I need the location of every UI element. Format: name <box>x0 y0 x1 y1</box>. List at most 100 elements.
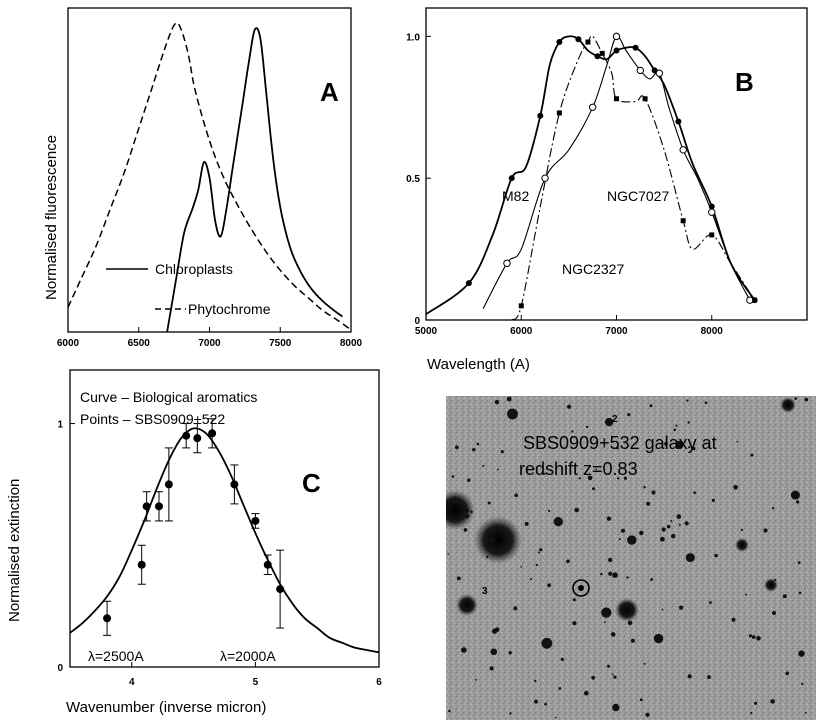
star-dot <box>785 671 789 676</box>
star-dot <box>627 535 637 545</box>
photo-caption-line-1: SBS0909+532 galaxy at <box>523 433 717 453</box>
star-dot <box>623 476 628 480</box>
star-dot <box>494 627 500 632</box>
star-dot <box>626 576 629 579</box>
star-dot <box>509 712 512 715</box>
sbs0909-point <box>208 429 217 438</box>
star-dot <box>530 578 532 580</box>
star-dot <box>467 478 471 482</box>
panel-b-x-label: Wavelength (A) <box>427 356 530 373</box>
star-dot <box>736 440 739 443</box>
star-dot <box>804 711 807 714</box>
star-dot <box>798 591 802 595</box>
star-dot <box>754 701 758 705</box>
star-dot <box>455 445 459 450</box>
star-dot <box>731 617 736 622</box>
star-dot <box>687 421 690 424</box>
star-dot <box>447 553 449 555</box>
sbs0909-point <box>193 434 202 443</box>
bright-star <box>474 516 522 564</box>
star-dot <box>507 408 518 420</box>
photo-side-label: 3 <box>482 586 488 597</box>
star-dot <box>508 651 512 655</box>
star-dot <box>616 446 619 450</box>
star-dot <box>567 404 571 409</box>
m82-point <box>613 47 620 54</box>
star-dot <box>547 583 551 588</box>
panel-a-x-tick-label: 6000 <box>57 338 80 349</box>
star-dot <box>475 679 478 681</box>
panel-b-markers <box>465 32 758 309</box>
m82-line <box>425 35 756 316</box>
star-dot <box>688 446 691 449</box>
star-dot <box>539 548 543 552</box>
m82-point <box>508 175 515 182</box>
star-dot <box>508 409 511 411</box>
label-ngc2327: NGC2327 <box>562 261 624 277</box>
ngc2327-point <box>585 39 591 45</box>
photo-caption-line-2: redshift z=0.83 <box>519 459 638 479</box>
sbs0909-point <box>263 560 272 569</box>
star-dot <box>686 399 689 402</box>
panel-b-y-tick-label: 0 <box>414 316 420 327</box>
note-lambda-2500: λ=2500A <box>88 648 144 664</box>
ngc7027-point <box>655 69 664 77</box>
star-dot <box>604 417 614 427</box>
sbs0909-point <box>182 431 191 440</box>
star-dot <box>804 397 809 402</box>
star-dot <box>454 496 456 498</box>
m82-point <box>632 44 639 51</box>
ngc7027-point <box>746 296 754 304</box>
star-dot <box>608 557 613 563</box>
panel-b-x-tick-label: 8000 <box>701 326 724 337</box>
star-dot <box>612 703 620 712</box>
panel-b-x-tick-label: 5000 <box>415 326 438 337</box>
star-dot <box>601 607 612 618</box>
panel-c: 4 5 6 0 1 Curve – Biological aromatics Point… <box>6 369 382 716</box>
star-dot <box>578 477 582 480</box>
star-dot <box>464 508 470 513</box>
star-dot <box>794 397 797 400</box>
star-dot <box>613 675 617 679</box>
photo-stars <box>446 396 809 719</box>
star-dot <box>600 572 603 576</box>
ngc7027-point <box>588 103 597 111</box>
star-dot <box>592 487 595 491</box>
star-dot <box>464 513 470 519</box>
star-dot <box>733 485 738 490</box>
galaxy-photo-panel: 2 3 SBS0909+532 galaxy at redshift z=0.8… <box>446 396 816 720</box>
star-dot <box>456 576 461 581</box>
sbs0909-point <box>276 585 285 594</box>
ngc2327-point <box>752 297 758 303</box>
star-dot <box>610 632 616 637</box>
m82-point <box>675 118 682 125</box>
panel-b-ticks: 5000 6000 7000 8000 0 0.5 1.0 <box>406 32 723 337</box>
panel-a-x-ticks: 6000 6500 7000 7500 8000 <box>57 327 363 349</box>
star-dot <box>461 647 467 653</box>
bright-star <box>456 594 478 616</box>
star-dot <box>763 528 768 533</box>
star-dot <box>591 675 596 680</box>
star-dot <box>611 673 614 676</box>
star-dot <box>627 620 633 626</box>
panel-c-y-label: Normalised extinction <box>6 479 23 622</box>
note-lambda-2000: λ=2000A <box>220 648 276 664</box>
star-dot <box>643 662 646 665</box>
panel-a-x-tick-label: 8000 <box>340 338 363 349</box>
star-dot <box>645 712 650 717</box>
panel-a-letter: A <box>320 77 339 107</box>
star-dot <box>617 477 620 480</box>
panel-c-ticks: 4 5 6 0 1 <box>57 420 382 688</box>
ngc7027-point <box>612 32 621 41</box>
star-dot <box>566 559 570 564</box>
ngc7027-line <box>482 35 751 309</box>
star-dot <box>797 561 801 564</box>
star-dot <box>679 605 684 610</box>
m82-point <box>708 203 715 210</box>
panel-a-x-tick-label: 7500 <box>269 338 292 349</box>
panel-c-x-tick-label: 4 <box>129 677 135 688</box>
star-dot <box>745 593 747 596</box>
star-dot <box>487 501 491 505</box>
star-dot <box>560 657 564 662</box>
star-dot <box>661 527 666 532</box>
